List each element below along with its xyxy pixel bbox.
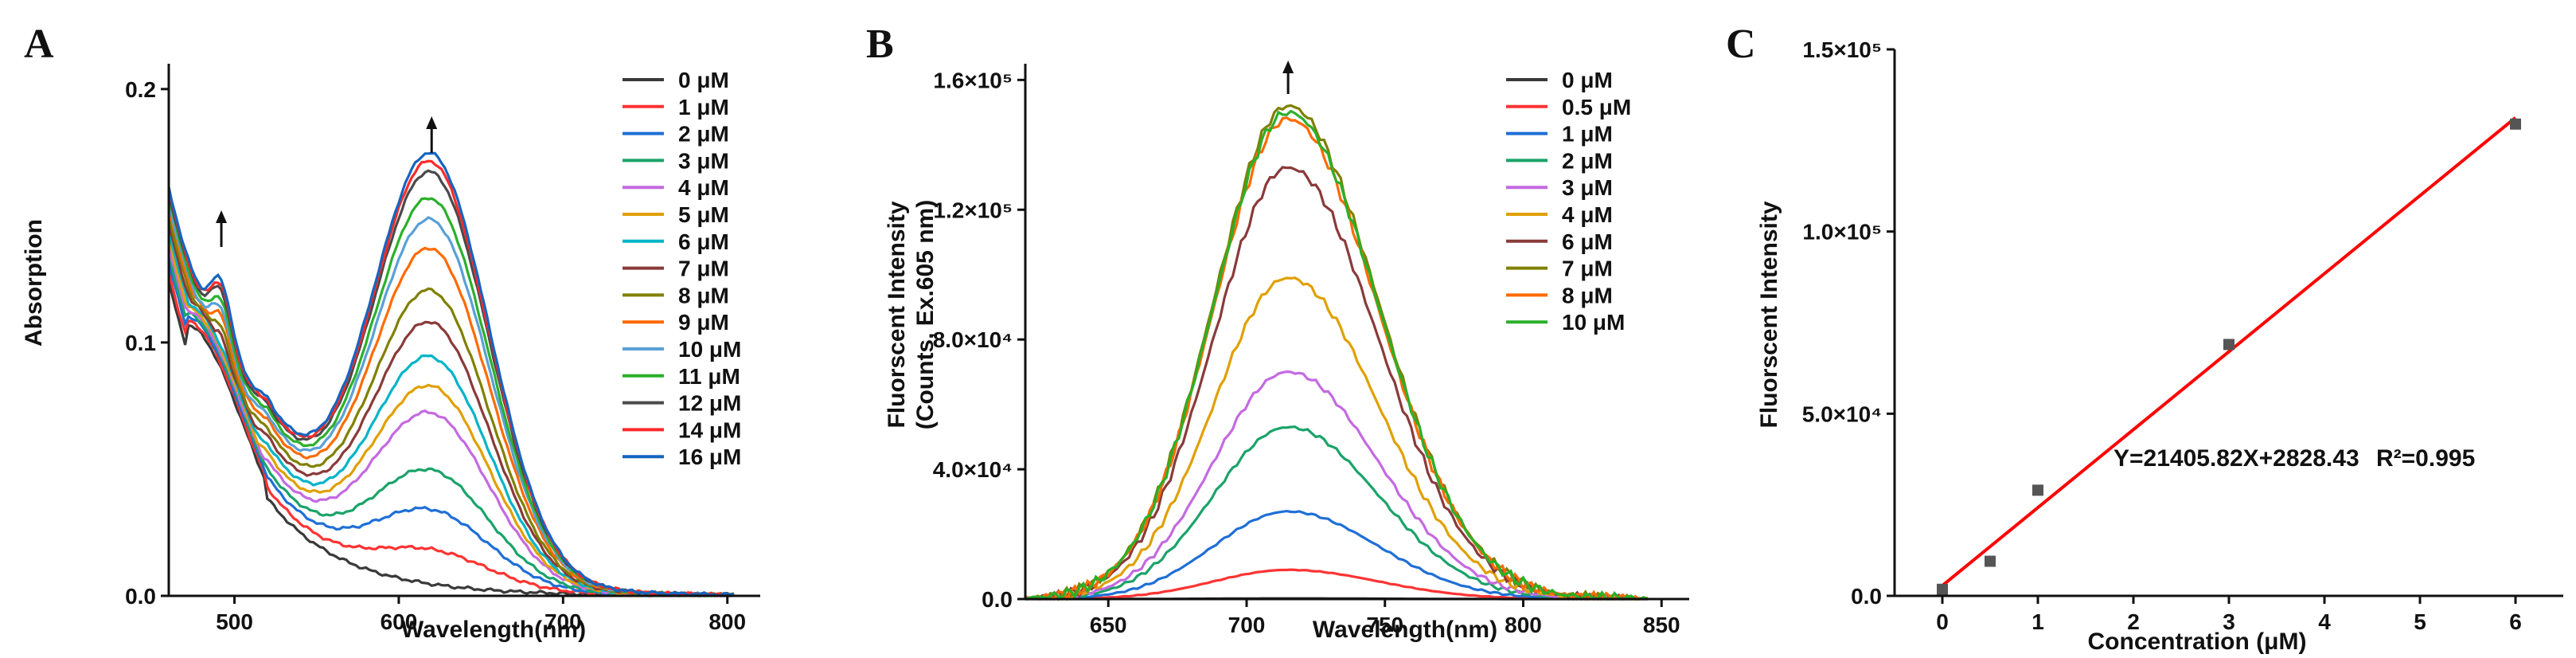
panel-c-x-tick-label: 0 [1936,609,1949,634]
panel-a-x-tick-label: 600 [381,609,418,634]
panel-a-legend-label: 9 μM [678,310,729,335]
panel-b-series-4-M [1025,276,1649,601]
panel-c-axes: 0 1 2 3 4 5 6 0.0 5.0×10⁴ 1.0×10⁵ 1.5×10⁵ [1802,37,2563,634]
panel-a-x-tick-label: 700 [544,609,582,634]
panel-a-y-tick-label: 0.0 [125,584,156,609]
panel-b-series-3-M [1025,370,1648,601]
panel-b-legend-label: 1 μM [1562,122,1613,147]
panel-label-a: A [24,22,54,67]
panel-c-x-tick-label: 4 [2318,609,2331,634]
panel-b-x-tick-label: 750 [1366,613,1403,637]
panel-label-c: C [1726,22,1756,67]
panel-c-data-point [2032,484,2043,496]
panel-b-legend-label: 0 μM [1562,68,1613,92]
panel-b-y-tick-label: 4.0×10⁴ [933,457,1013,482]
panel-b-y-tick-label: 8.0×10⁴ [933,327,1013,352]
panel-a-legend-label: 1 μM [678,95,729,119]
panel-c-equation: Y=21405.82X+2828.43 [2113,445,2359,472]
panel-b-y-axis-title-2: (Counts, Ex.605 nm) [912,200,939,429]
panel-b-y-tick-label: 0.0 [982,587,1013,612]
panel-a-series-16-M [167,151,735,597]
panel-b-legend-label: 2 μM [1562,148,1613,173]
panel-b-y-tick-label: 1.6×10⁵ [933,68,1013,92]
panel-a-legend-label: 2 μM [678,122,729,147]
panel-b-legend-label: 0.5 μM [1562,95,1631,119]
panel-b-y-tick-label: 1.2×10⁵ [933,198,1013,222]
panel-c-x-tick-label: 5 [2414,609,2426,634]
panel-b-curves [1025,104,1649,601]
panel-a-y-tick-label: 0.1 [125,331,156,355]
panel-c-x-tick-label: 1 [2032,609,2044,634]
panel-c-y-tick-label: 0.0 [1851,584,1882,609]
panel-c-data-point [1937,583,1948,595]
panel-a-legend-label: 0 μM [678,68,729,92]
panel-c-data-point [1985,555,1996,567]
panel-a-y-tick-label: 0.2 [125,77,156,102]
panel-b-legend-label: 3 μM [1562,175,1613,200]
panel-label-b: B [866,22,894,67]
panel-a-legend-label: 8 μM [678,283,729,307]
panel-a-series-14-M [167,159,735,597]
panel-a-axes: 500 600 700 800 0.0 0.1 0.2 [125,64,760,634]
panel-b-x-tick-label: 800 [1505,613,1542,637]
panel-a-legend-label: 12 μM [678,391,741,416]
panel-b-series-6-M [1025,166,1649,601]
panel-b-x-tick-label: 700 [1228,613,1266,637]
panel-b-x-tick-label: 650 [1090,613,1127,637]
panel-a-arrow-head [216,210,228,223]
panel-c-y-axis-title: Fluorscent Intensity [1756,201,1782,428]
panel-a-x-axis-title: Wavelength(nm) [401,617,586,643]
panel-c-x-axis-title: Concentration (μM) [2088,629,2307,655]
panel-b-legend-label: 4 μM [1562,202,1613,227]
panel-a-legend-label: 14 μM [678,417,741,442]
panel-a-series-5-M [167,237,735,597]
panel-b-legend-label: 6 μM [1562,229,1613,254]
panel-b-arrow-head [1282,61,1294,73]
panel-b-chart: 650 700 750 800 850 0.0 4.0×10⁴ 8.0×10⁴ 1.2×10⁵ 1… [884,61,1689,643]
panel-c-y-tick-label: 1.5×10⁵ [1802,37,1882,62]
panel-a-x-tick-label: 800 [708,609,746,634]
panel-c-data-point [2510,118,2521,130]
panel-a-legend-label: 3 μM [678,148,729,173]
panel-b-axes: 650 700 750 800 850 0.0 4.0×10⁴ 8.0×10⁴ 1.2×10⁵ 1… [933,61,1689,637]
panel-b-series-10-M [1025,109,1649,601]
panel-c-data-point [2223,339,2234,351]
panel-b-y-axis-title: Fluorscent Intensity [884,201,910,428]
panel-a-series-11-M [167,197,735,597]
panel-b-series-8-M [1025,116,1648,601]
panel-c-fit-line [1941,116,2517,587]
panel-a-legend-label: 11 μM [678,364,740,389]
panel-c-y-tick-label: 1.0×10⁵ [1802,220,1882,245]
panel-b-legend-label: 7 μM [1562,257,1613,281]
panel-a-legend-label: 10 μM [678,337,741,362]
panel-a-curves [167,151,735,597]
panel-b-legend: 0 μM 0.5 μM 1 μM2 μM3 μM4 μM6 μM 7 μM8 μM 10… [1506,68,1631,335]
panel-a-arrow-head [426,116,438,129]
panel-b-x-axis-title: Wavelength(nm) [1313,617,1497,643]
panel-a-legend: 0 μM 1 μM 2 μM3 μM4 μM5 μM6 μM 7 μM8 μM 9 μM… [623,68,741,469]
panel-a-chart: 500 600 700 800 0.0 0.1 0.2 0 μM 1 μM 2 μM3 μM4 … [21,64,760,643]
panel-c-y-tick-label: 5.0×10⁴ [1802,401,1882,426]
panel-c-x-tick-label: 2 [2127,609,2140,634]
panel-b-legend-label: 8 μM [1562,283,1613,307]
panel-a-legend-label: 7 μM [678,257,729,281]
panel-a-series-12-M [167,169,735,597]
panel-c-chart: 0 1 2 3 4 5 6 0.0 5.0×10⁴ 1.0×10⁵ 1.5×10⁵ Y=21405.… [1756,37,2563,655]
panel-b-legend-label: 10 μM [1562,310,1625,335]
panel-c-r-squared: R²=0.995 [2376,445,2475,472]
panel-c-x-tick-label: 3 [2223,609,2235,634]
panel-a-y-axis-title: Absorption [21,219,47,347]
panel-a-x-tick-label: 500 [216,609,253,634]
panel-a-legend-label: 6 μM [678,229,729,254]
panel-a-legend-label: 5 μM [678,202,729,227]
panel-c-x-tick-label: 6 [2509,609,2522,634]
panel-b-x-tick-label: 850 [1643,613,1680,637]
panel-a-legend-label: 16 μM [678,445,741,469]
panel-c-plot [1937,116,2521,595]
panel-a-legend-label: 4 μM [678,175,729,200]
